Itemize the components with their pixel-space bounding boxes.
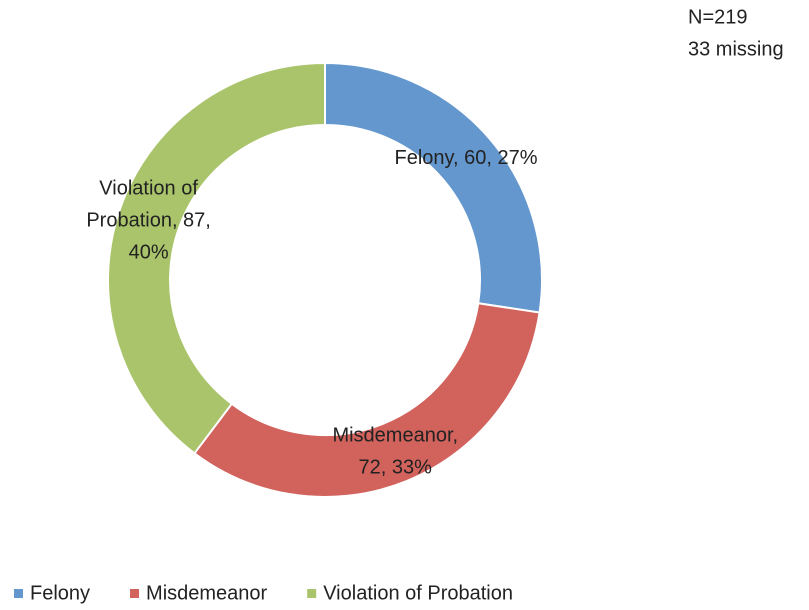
donut-segment — [107, 61, 326, 455]
donut-segment — [324, 61, 543, 314]
legend-swatch — [130, 589, 140, 598]
data-label: 40% — [129, 241, 169, 263]
data-label: Misdemeanor, — [332, 425, 458, 447]
legend-swatch — [14, 589, 23, 598]
data-label: Probation, 87, — [86, 209, 211, 231]
data-label: Felony, 60, 27% — [395, 147, 538, 169]
legend-label: Misdemeanor — [146, 582, 268, 604]
legend-swatch — [307, 589, 317, 598]
annotation: 33 missing — [688, 38, 784, 60]
data-label: Violation of — [99, 177, 198, 199]
annotation: N=219 — [688, 6, 748, 28]
donut-segment — [193, 302, 541, 498]
data-label: 72, 33% — [359, 457, 433, 479]
legend-label: Violation of Probation — [323, 582, 513, 604]
legend-label: Felony — [30, 582, 90, 604]
